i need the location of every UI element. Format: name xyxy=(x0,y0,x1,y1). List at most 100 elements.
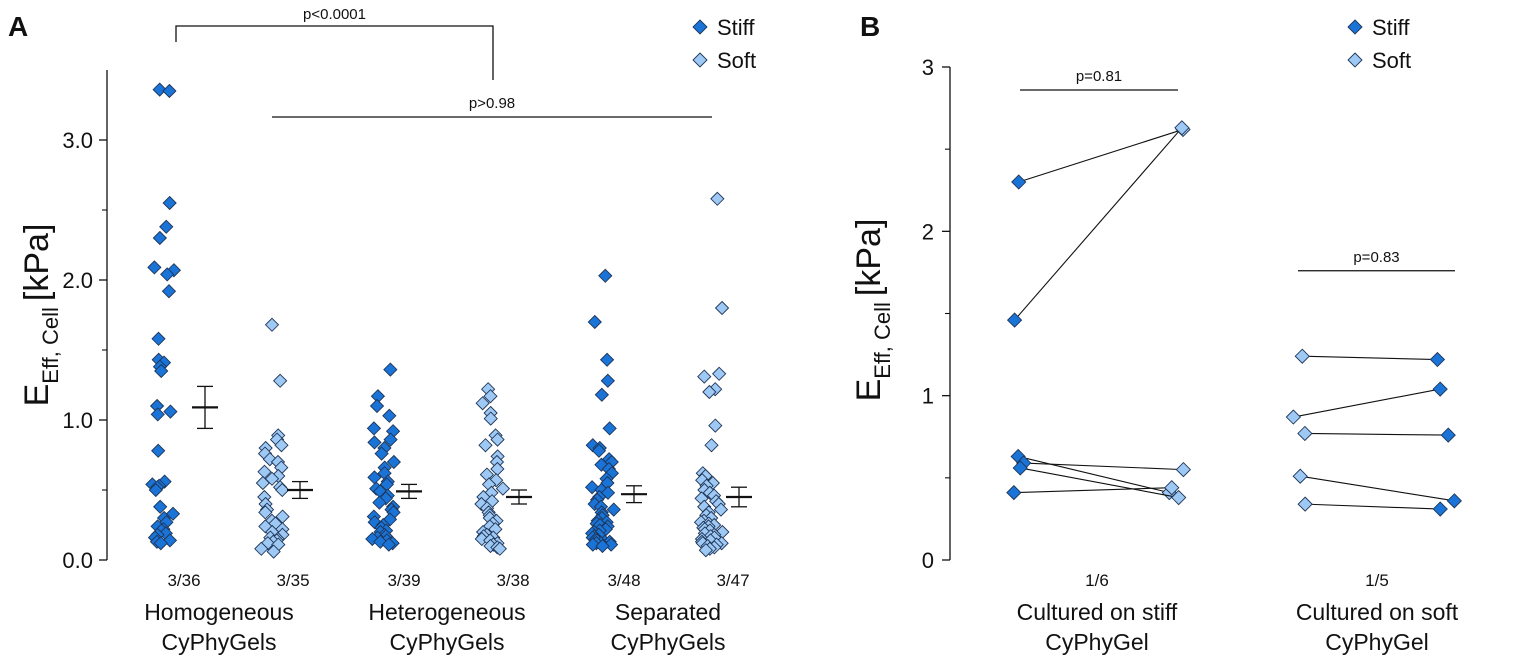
a-point-soft xyxy=(273,373,288,388)
a-point-soft xyxy=(702,384,717,400)
a-y-tick-label: 2.0 xyxy=(62,268,93,293)
a-point-soft xyxy=(274,438,289,453)
a-legend-marker-stiff xyxy=(692,19,708,35)
panel-a: A 0.0 1.0 2.0 3.0 EEff, Cell [kPa] 3/36 3/35 3/3… xyxy=(8,6,756,655)
b-legend-marker-soft xyxy=(1347,52,1363,68)
a-point-soft xyxy=(255,475,271,491)
a-y-axis-label-subscript: Eff, Cell xyxy=(38,307,63,384)
a-point-soft xyxy=(490,432,505,447)
a-n-label: 3/38 xyxy=(496,571,529,590)
b-pair-line xyxy=(1302,355,1438,361)
b-point-stiff xyxy=(1432,501,1448,517)
a-point-soft xyxy=(275,482,290,498)
b-n-label: 1/5 xyxy=(1365,571,1389,590)
b-legend-label-stiff: Stiff xyxy=(1372,15,1410,40)
b-y-axis-label-subscript: Eff, Cell xyxy=(870,302,895,379)
b-pair-line xyxy=(1018,455,1170,494)
b-pair-line xyxy=(1018,128,1184,183)
a-point-stiff xyxy=(602,421,617,436)
a-legend-label-soft: Soft xyxy=(717,48,756,73)
a-point-soft xyxy=(495,481,511,496)
a-point-stiff xyxy=(147,260,162,275)
b-y-tick-label: 2 xyxy=(922,219,934,244)
panel-a-label: A xyxy=(8,11,28,42)
a-point-stiff xyxy=(148,482,163,498)
a-legend-marker-soft xyxy=(692,52,708,68)
a-point-stiff xyxy=(383,432,398,447)
a-point-soft xyxy=(704,438,719,453)
a-group-label-line1: Heterogeneous xyxy=(368,599,525,625)
a-point-soft xyxy=(492,541,507,556)
a-point-stiff xyxy=(603,537,619,552)
b-pair-line xyxy=(1020,467,1179,499)
b-pair-line xyxy=(1300,475,1455,502)
b-annotation-p-value: p=0.83 xyxy=(1353,249,1399,266)
b-point-soft xyxy=(1175,461,1192,478)
a-group-label-line1: Homogeneous xyxy=(144,599,294,625)
b-point-soft xyxy=(1297,496,1313,512)
b-group-label-line2: CyPhyGel xyxy=(1325,629,1429,655)
a-point-soft xyxy=(483,389,498,404)
b-point-stiff xyxy=(1429,351,1446,368)
a-point-stiff xyxy=(153,536,168,551)
a-point-stiff xyxy=(372,495,387,510)
a-point-stiff xyxy=(162,83,177,99)
b-legend-marker-stiff xyxy=(1347,19,1363,35)
a-point-stiff xyxy=(150,407,165,422)
panel-b: B 0 1 2 3 EEff, Cell [kPa] p=0.81 1/6 Cultured o… xyxy=(850,11,1463,655)
b-y-tick-label: 0 xyxy=(922,548,934,573)
a-point-stiff xyxy=(159,219,174,234)
panel-b-label: B xyxy=(860,11,880,42)
a-point-soft xyxy=(254,541,269,556)
a-n-label: 3/47 xyxy=(716,571,749,590)
a-point-stiff xyxy=(152,230,167,246)
b-y-tick-label: 3 xyxy=(922,55,934,80)
b-group-label-line2: CyPhyGel xyxy=(1045,629,1149,655)
a-point-soft xyxy=(264,317,280,332)
b-point-stiff xyxy=(1012,460,1028,476)
a-point-stiff xyxy=(381,537,397,552)
a-point-stiff xyxy=(152,82,167,97)
a-point-stiff xyxy=(606,502,621,517)
b-pair-line xyxy=(1293,388,1441,418)
b-point-stiff xyxy=(1011,174,1027,190)
b-y-tick-label: 1 xyxy=(922,384,934,409)
b-annotation-p-value: p=0.81 xyxy=(1076,68,1122,85)
a-point-soft xyxy=(258,505,273,520)
a-point-soft xyxy=(478,438,493,453)
a-point-soft xyxy=(713,502,729,517)
a-annotation-p-value: p<0.0001 xyxy=(303,6,366,23)
b-n-label: 1/6 xyxy=(1085,571,1109,590)
a-y-tick-label: 0.0 xyxy=(62,548,93,573)
a-bracket-p-homogeneous xyxy=(175,25,494,80)
a-point-stiff xyxy=(366,421,382,436)
b-point-stiff xyxy=(1432,381,1448,397)
a-point-stiff xyxy=(585,537,600,552)
a-y-axis-label-main: E xyxy=(18,384,56,407)
a-point-soft xyxy=(714,300,730,316)
b-group-label-line1: Cultured on stiff xyxy=(1017,599,1178,625)
a-point-stiff xyxy=(599,352,615,367)
a-group-label-line2: CyPhyGels xyxy=(389,629,504,655)
a-point-stiff xyxy=(382,408,397,423)
b-point-soft xyxy=(1294,348,1310,364)
b-y-axis-label: EEff, Cell [kPa] xyxy=(850,219,895,402)
a-point-stiff xyxy=(151,331,166,346)
b-point-soft xyxy=(1171,489,1187,506)
a-n-label: 3/35 xyxy=(276,571,309,590)
b-point-stiff xyxy=(1440,427,1456,443)
b-group-label-line1: Cultured on soft xyxy=(1296,599,1459,625)
a-y-tick-label: 1.0 xyxy=(62,408,93,433)
a-point-stiff xyxy=(595,538,610,554)
b-point-soft xyxy=(1297,425,1313,442)
a-y-axis-label: EEff, Cell [kPa] xyxy=(18,224,63,407)
b-point-soft xyxy=(1292,468,1308,484)
b-pair-line xyxy=(1305,503,1441,510)
a-point-soft xyxy=(475,396,490,411)
b-pair-line xyxy=(1304,432,1449,436)
a-point-soft xyxy=(712,366,727,381)
a-point-stiff xyxy=(369,398,385,414)
a-point-soft xyxy=(710,191,725,206)
a-point-soft xyxy=(266,544,281,559)
a-point-stiff xyxy=(160,267,175,282)
